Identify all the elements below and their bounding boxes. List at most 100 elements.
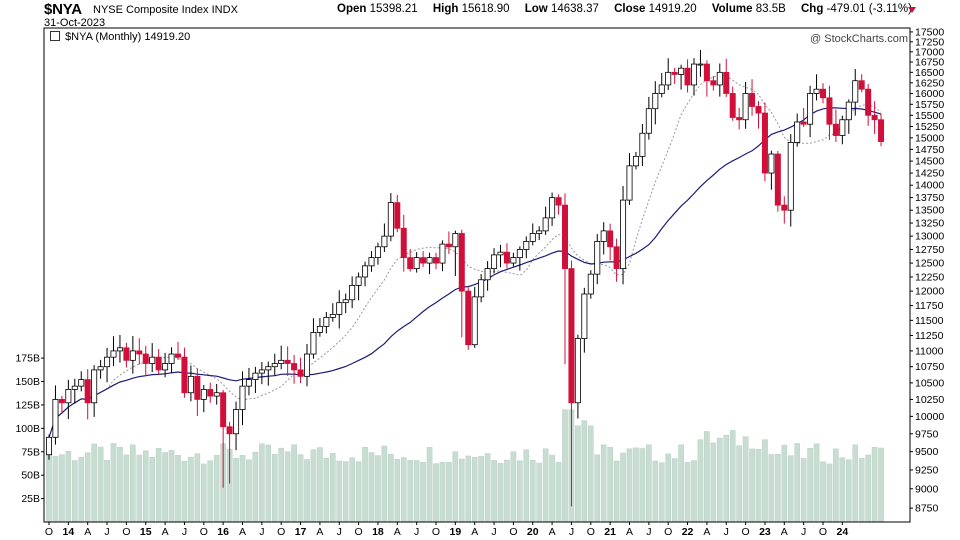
candle-body [52, 399, 59, 438]
candle [555, 194, 562, 215]
candle-body [162, 363, 169, 371]
candle [194, 368, 201, 416]
candle [407, 249, 414, 272]
price-tick-label: 15250 [915, 121, 944, 133]
candle [71, 378, 78, 404]
candle [226, 422, 233, 484]
time-tick-label: J [491, 526, 496, 538]
candle [207, 382, 214, 403]
candle [58, 395, 65, 414]
time-tick-label: 16 [217, 526, 229, 538]
open-label: Open [337, 3, 367, 15]
volume-bar [388, 453, 394, 523]
candle-body [129, 350, 136, 361]
candle-body [613, 246, 620, 269]
volume-bar [794, 443, 800, 523]
volume-bar [355, 461, 362, 523]
volume-bar [658, 462, 665, 523]
price-tick-label: 11000 [915, 345, 944, 357]
candle-body [420, 257, 427, 264]
volume-bar [136, 454, 143, 523]
candle-body [839, 119, 846, 136]
candle [587, 270, 594, 299]
volume-bar [484, 453, 491, 523]
candle [265, 361, 272, 386]
candle-body [665, 71, 672, 86]
candle [258, 362, 265, 385]
candle-body [678, 67, 685, 75]
candle [658, 73, 665, 98]
candle [678, 64, 685, 90]
volume-bar [594, 454, 601, 523]
candle [316, 318, 323, 337]
price-tick-label: 13000 [915, 231, 944, 243]
candle-body [555, 197, 562, 206]
volume-bar [123, 454, 130, 523]
candle [65, 379, 72, 420]
candle-body [749, 93, 756, 107]
candle-body [342, 299, 349, 304]
candle [362, 261, 369, 287]
price-tick-label: 10250 [915, 394, 944, 406]
volume-bar [555, 461, 562, 523]
candle [574, 334, 581, 419]
candle [852, 69, 859, 116]
volume-bar [613, 460, 620, 523]
volume-bar [104, 460, 110, 523]
candle [181, 347, 188, 398]
candle [549, 192, 556, 226]
time-tick-label: 17 [295, 526, 307, 538]
volume-bar [858, 458, 865, 523]
candle-body [194, 375, 201, 400]
candle-body [381, 235, 388, 248]
time-tick-label: J [801, 526, 806, 538]
volume-bar [878, 447, 884, 523]
candle [710, 75, 717, 91]
candle [458, 229, 465, 338]
candle [484, 261, 491, 291]
volume-bar [271, 454, 278, 523]
time-tick-label: J [569, 526, 574, 538]
volume-bar [110, 443, 117, 523]
volume-bar [188, 456, 194, 523]
candle-body [568, 268, 575, 404]
price-tick-label: 11250 [915, 330, 944, 342]
volume-bar [620, 452, 626, 523]
candle-body [684, 67, 691, 86]
candle-body [581, 293, 588, 339]
volume-bar [768, 454, 775, 523]
volume-bar [381, 445, 388, 523]
candle [781, 196, 788, 224]
candle [600, 222, 607, 255]
candle-body [729, 93, 736, 118]
volume-bar [517, 460, 523, 523]
volume-bar [542, 448, 549, 523]
price-tick-label: 11500 [915, 315, 944, 327]
volume-bar [646, 444, 652, 523]
volume-bar [330, 453, 336, 523]
candle [723, 58, 730, 97]
candle [136, 338, 143, 365]
time-tick-label: J [259, 526, 264, 538]
candle-body [703, 63, 710, 82]
candle-body [349, 285, 356, 301]
candle [839, 115, 846, 145]
candle [46, 434, 53, 460]
candle [652, 81, 659, 125]
price-tick-label: 14000 [915, 180, 944, 192]
candle-body [826, 97, 833, 125]
candle [323, 311, 330, 334]
candle-body [297, 369, 304, 377]
volume-bar [433, 463, 439, 523]
candle-body [46, 436, 53, 456]
volume-bar [168, 450, 175, 523]
candle [78, 371, 85, 392]
time-tick-label: J [646, 526, 651, 538]
ma-fast-line [48, 74, 882, 438]
candle [278, 345, 285, 370]
candle-body [310, 332, 317, 355]
time-tick-label: O [45, 526, 53, 538]
price-tick-label: 11750 [915, 300, 944, 312]
candle-body [213, 392, 220, 397]
